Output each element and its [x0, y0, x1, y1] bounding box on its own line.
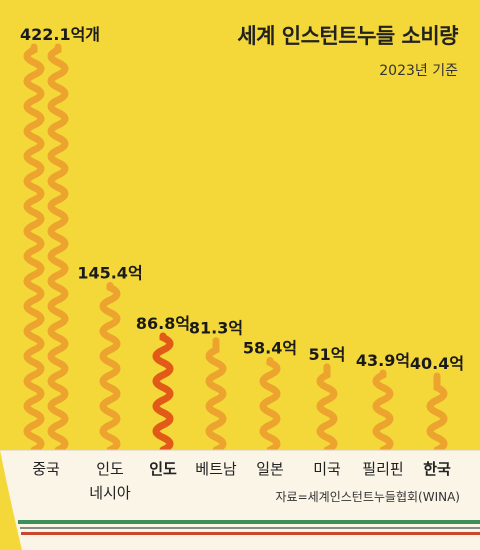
- chart-subtitle: 2023년 기준: [379, 63, 458, 79]
- category-label-5: 미국: [313, 460, 341, 478]
- bar-4: [259, 356, 281, 454]
- bar-5: [316, 363, 338, 454]
- category-label-2: 인도: [149, 460, 177, 478]
- category-label-3: 베트남: [195, 460, 237, 478]
- value-label-7: 40.4억: [410, 354, 464, 373]
- category-label-6: 필리핀: [362, 460, 403, 478]
- bowl-stripe-green: [18, 520, 480, 524]
- bar-2: [152, 332, 174, 454]
- bar-6: [372, 369, 394, 454]
- value-label-3: 81.3억: [189, 319, 243, 338]
- category-labels: 중국 인도 네시아 인도 베트남 일본 미국 필리핀 한국: [32, 460, 451, 502]
- value-label-4: 58.4억: [243, 338, 297, 357]
- value-label-5: 51억: [309, 345, 346, 364]
- value-label-1: 145.4억: [77, 263, 142, 282]
- source-note: 자료=세계인스턴트누들협회(WINA): [275, 490, 461, 504]
- noodle-bowl: [0, 449, 480, 550]
- bar-7: [426, 372, 448, 454]
- category-label-7: 한국: [423, 460, 451, 478]
- value-label-2: 86.8억: [136, 314, 190, 333]
- category-label-0: 중국: [32, 460, 60, 478]
- chart-title: 세계 인스턴트누들 소비량: [237, 24, 458, 48]
- bar-1: [99, 281, 121, 454]
- noodle-bars: [23, 43, 448, 454]
- bowl-stripe-grey: [20, 527, 480, 529]
- value-label-6: 43.9억: [356, 351, 410, 370]
- category-label-1: 인도 네시아: [89, 460, 131, 502]
- bar-3: [205, 337, 227, 454]
- bar-0-a: [23, 43, 45, 454]
- bar-0-b: [47, 43, 69, 454]
- bowl-stripe-red: [21, 532, 480, 535]
- category-label-4: 일본: [256, 460, 284, 478]
- bowl-body: [0, 450, 480, 550]
- value-label-0: 422.1억개: [20, 25, 100, 44]
